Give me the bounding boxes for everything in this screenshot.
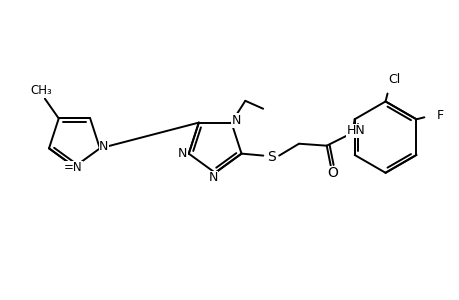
Text: O: O [326,167,337,180]
Text: Cl: Cl [387,73,400,86]
Text: N: N [178,147,187,160]
Text: HN: HN [347,124,365,137]
Text: F: F [436,109,443,122]
Text: N: N [99,140,108,153]
Text: N: N [208,171,218,184]
Text: S: S [266,150,275,164]
Text: CH₃: CH₃ [30,84,52,97]
Text: =N: =N [64,161,83,174]
Text: N: N [231,114,241,127]
